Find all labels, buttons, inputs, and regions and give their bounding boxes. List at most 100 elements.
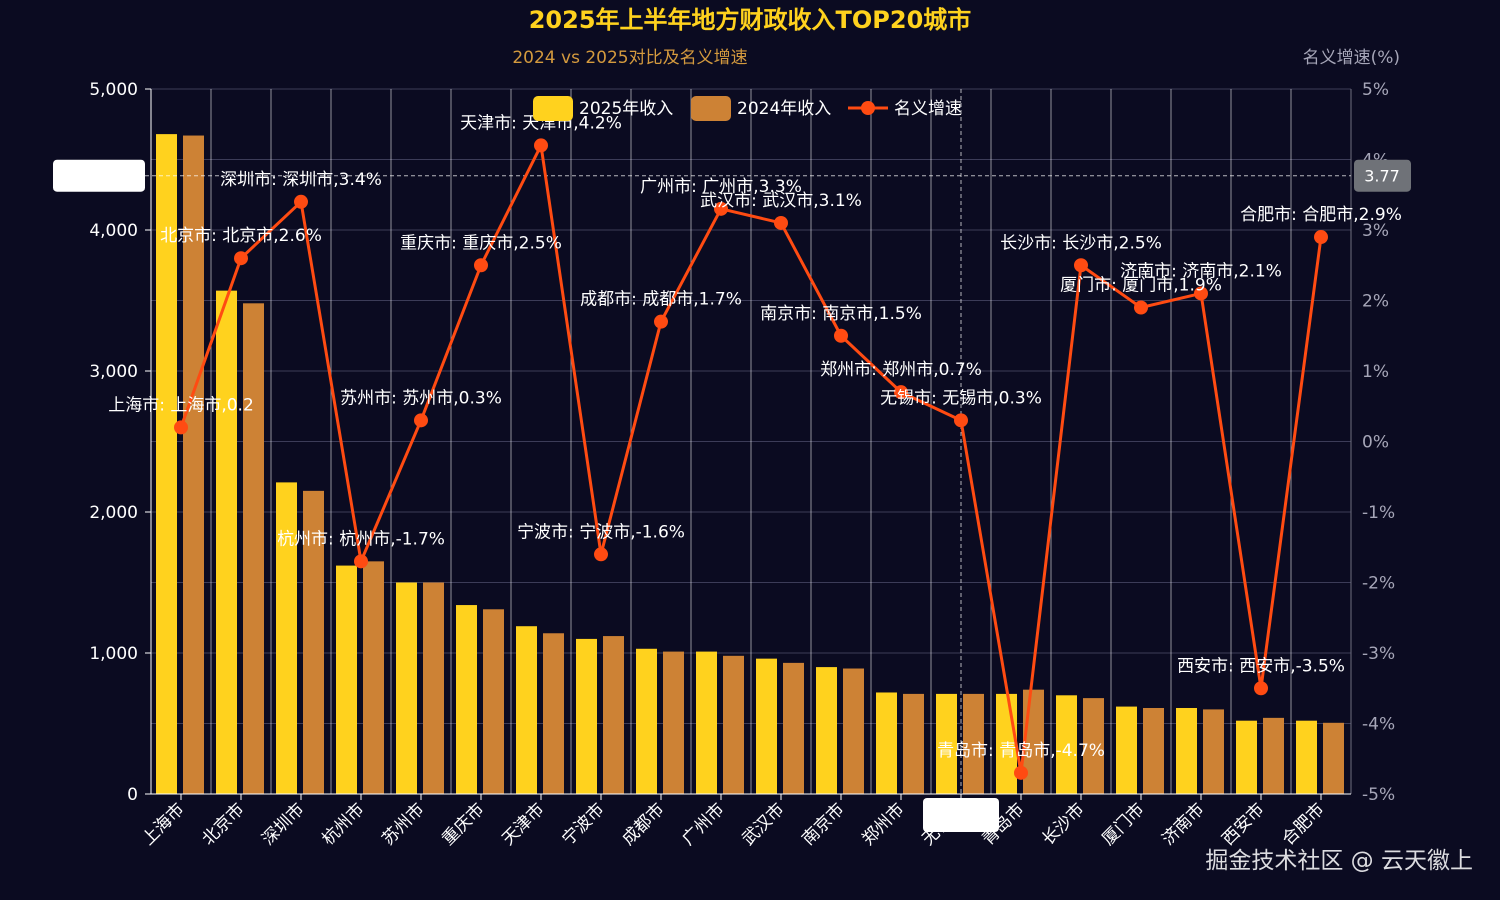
bar-2025[interactable]	[336, 565, 357, 794]
growth-point-label: 成都市: 成都市,1.7%	[580, 290, 742, 310]
growth-point[interactable]	[294, 194, 308, 209]
growth-point-label: 苏州市: 苏州市,0.3%	[340, 388, 502, 408]
growth-point-label: 西安市: 西安市,-3.5%	[1177, 656, 1345, 676]
bar-2024[interactable]	[903, 693, 924, 794]
bar-2025[interactable]	[1056, 695, 1077, 794]
bar-2025[interactable]	[276, 482, 297, 794]
growth-point-label: 武汉市: 武汉市,3.1%	[700, 191, 862, 211]
growth-point[interactable]	[174, 420, 188, 435]
growth-point-label: 上海市: 上海市,0.2	[108, 395, 254, 415]
left-tick-label: 5,000	[89, 80, 138, 100]
growth-point[interactable]	[474, 258, 488, 273]
bar-2024[interactable]	[1143, 707, 1164, 794]
bar-2025[interactable]	[216, 290, 237, 794]
right-tick-label: -3%	[1362, 644, 1395, 664]
growth-point-label: 合肥市: 合肥市,2.9%	[1240, 205, 1402, 225]
growth-point-label: 无锡市: 无锡市,0.3%	[880, 388, 1042, 408]
bar-2025[interactable]	[576, 638, 597, 794]
growth-point[interactable]	[1074, 258, 1088, 273]
growth-point[interactable]	[1134, 300, 1148, 315]
bar-2024[interactable]	[783, 662, 804, 794]
bar-2025[interactable]	[936, 693, 957, 794]
right-tick-label: 2%	[1362, 292, 1389, 312]
left-tick-label: 1,000	[89, 644, 138, 664]
bar-2024[interactable]	[723, 655, 744, 794]
bar-2025[interactable]	[1296, 720, 1317, 794]
bar-2025[interactable]	[876, 692, 897, 794]
left-tick-label: 3,000	[89, 362, 138, 382]
crosshair-right-badge	[1354, 159, 1411, 192]
legend-item-2024[interactable]: 2024年收入	[691, 96, 831, 121]
bar-2025[interactable]	[636, 648, 657, 794]
bar-2024[interactable]	[543, 633, 564, 794]
bar-2024[interactable]	[843, 668, 864, 794]
bar-2025[interactable]	[756, 658, 777, 794]
growth-point[interactable]	[1014, 765, 1028, 780]
legend[interactable]: 2025年收入 2024年收入 名义增速	[533, 96, 962, 121]
bar-2024[interactable]	[1203, 709, 1224, 794]
crosshair-right-value: 3.77	[1364, 167, 1400, 186]
bar-2025[interactable]	[396, 582, 417, 795]
watermark: 掘金技术社区 @ 云天徽上	[1205, 848, 1473, 874]
left-tick-label: 0	[127, 785, 138, 805]
bars	[156, 134, 1344, 794]
growth-point[interactable]	[1314, 230, 1328, 245]
growth-point[interactable]	[234, 251, 248, 266]
chart-subtitle: 2024 vs 2025对比及名义增速	[512, 48, 747, 68]
bar-2024[interactable]	[663, 651, 684, 794]
bar-2024[interactable]	[1083, 698, 1104, 794]
bar-2024[interactable]	[243, 303, 264, 794]
growth-point-label: 长沙市: 长沙市,2.5%	[1000, 233, 1162, 253]
bar-2025[interactable]	[1116, 706, 1137, 794]
growth-point[interactable]	[354, 554, 368, 569]
bar-2024[interactable]	[303, 490, 324, 794]
bar-2025[interactable]	[816, 667, 837, 794]
legend-item-2025[interactable]: 2025年收入	[533, 96, 673, 121]
growth-point-label: 重庆市: 重庆市,2.5%	[400, 233, 562, 253]
bar-2025[interactable]	[696, 651, 717, 794]
bar-2024[interactable]	[183, 135, 204, 794]
growth-point-label: 广州市: 广州市,3.3%	[640, 177, 802, 197]
bar-2024[interactable]	[363, 561, 384, 794]
growth-line-path	[179, 143, 1323, 775]
growth-point-label: 南京市: 南京市,1.5%	[760, 304, 922, 324]
growth-point[interactable]	[654, 314, 668, 329]
growth-point[interactable]	[834, 328, 848, 343]
growth-point[interactable]	[954, 413, 968, 428]
growth-point[interactable]	[714, 201, 728, 216]
growth-point[interactable]	[594, 547, 608, 562]
growth-point-label: 北京市: 北京市,2.6%	[160, 226, 322, 246]
right-tick-label: -4%	[1362, 715, 1395, 735]
right-tick-label: -5%	[1362, 785, 1395, 805]
bar-2024[interactable]	[1263, 717, 1284, 794]
bar-2025[interactable]	[156, 134, 177, 794]
bar-2024[interactable]	[963, 693, 984, 794]
bar-2025[interactable]	[1176, 707, 1197, 794]
bar-2024[interactable]	[603, 636, 624, 794]
legend-label-2025: 2025年收入	[579, 99, 673, 119]
bar-2024[interactable]	[423, 582, 444, 795]
growth-point[interactable]	[894, 385, 908, 400]
legend-item-growth[interactable]: 名义增速	[848, 99, 962, 119]
chart-title: 2025年上半年地方财政收入TOP20城市	[529, 6, 972, 34]
growth-point-label: 杭州市: 杭州市,-1.7%	[277, 529, 445, 549]
bar-2024[interactable]	[1323, 722, 1344, 794]
growth-point[interactable]	[414, 413, 428, 428]
growth-point-label: 厦门市: 厦门市,1.9%	[1060, 276, 1222, 296]
bar-2024[interactable]	[483, 609, 504, 794]
growth-point[interactable]	[1194, 286, 1208, 301]
right-tick-label: 0%	[1362, 433, 1389, 453]
right-tick-label: -2%	[1362, 574, 1395, 594]
growth-line	[174, 138, 1328, 780]
growth-point[interactable]	[1254, 681, 1268, 696]
growth-point[interactable]	[534, 138, 548, 153]
bar-2025[interactable]	[456, 605, 477, 794]
legend-label-2024: 2024年收入	[737, 99, 831, 119]
right-tick-label: 1%	[1362, 362, 1389, 382]
growth-point-label: 宁波市: 宁波市,-1.6%	[517, 522, 685, 542]
bar-2025[interactable]	[516, 626, 537, 794]
point-labels: 上海市: 上海市,0.2 北京市: 北京市,2.6% 深圳市: 深圳市,3.4% 杭州…	[108, 113, 1402, 760]
growth-point[interactable]	[774, 215, 788, 230]
bar-2025[interactable]	[1236, 720, 1257, 794]
